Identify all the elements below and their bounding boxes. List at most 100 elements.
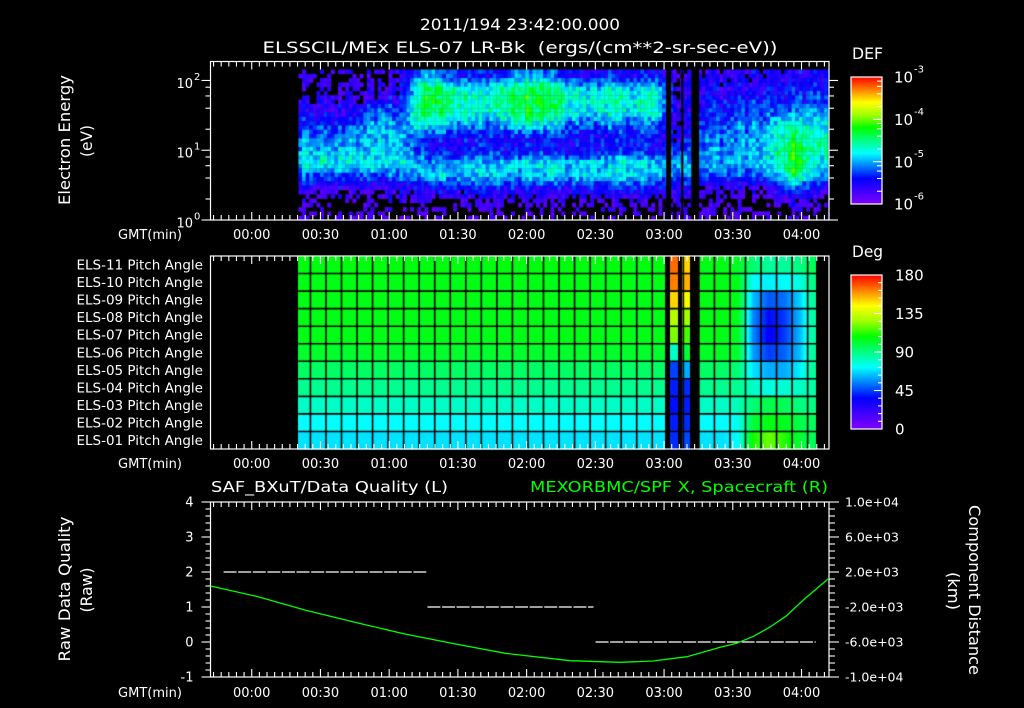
colorbar-tick-label: 135: [895, 305, 924, 323]
y-left-tick-label: 1: [185, 601, 193, 616]
row-label-els-04: ELS-04 Pitch Angle: [76, 380, 203, 396]
x-tick-label: 01:00: [370, 457, 407, 472]
def-colorbar-frame: [850, 76, 883, 205]
x-tick-label: 00:30: [302, 457, 339, 472]
row-label-els-05: ELS-05 Pitch Angle: [76, 363, 203, 379]
row-label-els-08: ELS-08 Pitch Angle: [76, 310, 203, 326]
x-tick-label: 00:00: [233, 228, 270, 243]
x-tick-label: 02:30: [577, 457, 614, 472]
x-tick-label: 01:30: [439, 228, 476, 243]
row-label-els-07: ELS-07 Pitch Angle: [76, 328, 203, 344]
dataset-title: ELSSCIL/MEx ELS-07 LR-Bk (ergs/(cm**2-sr…: [263, 38, 778, 57]
x-tick-label: 01:00: [370, 686, 407, 701]
x-tick-label: 00:00: [233, 686, 270, 701]
x-tick-label: 03:00: [645, 228, 682, 243]
colorbar-tick-label: 45: [895, 382, 914, 400]
component-distance-yunits: (km): [944, 572, 963, 610]
colorbar-tick-label-base: 10: [894, 196, 913, 214]
x-tick-label: 00:00: [233, 457, 270, 472]
plot-header: 2011/194 23:42:00.000 ELSSCIL/MEx ELS-07…: [263, 15, 778, 57]
colorbar-tick-label-exponent: -3: [914, 65, 924, 76]
data-quality-title: SAF_BXuT/Data Quality (L): [211, 478, 448, 497]
spectrogram-yunits: (eV): [77, 125, 96, 157]
timeline-panel: SAF_BXuT/Data Quality (L) MEXORBMC/SPF X…: [55, 478, 984, 701]
component-distance-ylabel: Component Distance: [965, 505, 984, 675]
x-tick-label: 00:30: [302, 228, 339, 243]
y-right-tick-label: 6.0e+03: [845, 530, 899, 545]
y-tick-label-exponent: 1: [194, 142, 200, 153]
timeline-xtick-labels: 00:00 00:30 01:00 01:30 02:00 02:30 03:00 03:30…: [233, 686, 820, 701]
spectrogram-xtick-labels: 00:00 00:30 01:00 01:30 02:00 02:30 03:00 03:30…: [233, 228, 820, 243]
row-label-els-02: ELS-02 Pitch Angle: [76, 415, 203, 431]
y-tick-label-exponent: 2: [194, 72, 200, 83]
def-colorbar-ticks: [873, 80, 882, 192]
timestamp-title: 2011/194 23:42:00.000: [420, 15, 620, 34]
def-colorbar-tick-labels: 10-310-410-510-6: [894, 65, 924, 214]
y-left-tick-label: 2: [185, 566, 193, 581]
timeline-ytick-labels: 4 3 2 1 0 -1 1.0e+04 6.0e+03 2.0e+03 -2.0e+03 -6.0…: [181, 495, 904, 686]
y-tick-label-base: 10: [176, 217, 193, 232]
y-tick-label-base: 10: [176, 147, 193, 162]
deg-colorbar-title: Deg: [852, 242, 883, 261]
pitch-angle-xlabel: GMT(min): [118, 457, 182, 472]
y-left-tick-label: 4: [185, 496, 193, 511]
colorbar-tick-label-exponent: -5: [914, 149, 924, 160]
timeline-frame: [209, 501, 830, 678]
x-tick-label: 03:30: [714, 457, 751, 472]
x-tick-label: 00:30: [302, 686, 339, 701]
timeline-xlabel: GMT(min): [118, 686, 182, 701]
y-left-tick-label: 3: [185, 531, 193, 546]
colorbar-tick-label: 180: [895, 267, 924, 285]
x-tick-label: 03:30: [714, 228, 751, 243]
colorbar-tick-label: 90: [895, 344, 914, 362]
pitch-angle-ticks: [213, 256, 825, 449]
x-tick-label: 03:00: [645, 686, 682, 701]
x-tick-label: 01:30: [439, 686, 476, 701]
data-quality-ylabel: Raw Data Quality: [55, 517, 74, 662]
colorbar-tick-label-base: 10: [894, 69, 913, 87]
spectrogram-ylabel: Electron Energy: [55, 75, 74, 205]
row-label-els-03: ELS-03 Pitch Angle: [76, 398, 203, 414]
def-colorbar-gradient: [851, 77, 882, 204]
timeline-series: [210, 571, 830, 663]
x-tick-label: 01:00: [370, 228, 407, 243]
y-tick-label-base: 10: [176, 77, 193, 92]
x-tick-label: 01:30: [439, 457, 476, 472]
spacecraft-x-title: MEXORBMC/SPF X, Spacecraft (R): [530, 478, 828, 496]
colorbar-tick-label-exponent: -4: [914, 107, 924, 118]
x-tick-label: 04:00: [783, 457, 820, 472]
deg-colorbar: Deg 180 135 90 45 0: [850, 242, 924, 439]
colorbar-tick-label-base: 10: [894, 153, 913, 171]
y-tick-label-exponent: 0: [194, 212, 200, 223]
pitch-angle-panel: ELS-11 Pitch Angle ELS-10 Pitch Angle EL…: [76, 242, 923, 472]
row-label-els-11: ELS-11 Pitch Angle: [76, 258, 203, 274]
x-tick-label: 02:00: [508, 457, 545, 472]
spectrogram-ticks: [201, 61, 838, 221]
spectrogram-xlabel: GMT(min): [118, 228, 182, 243]
y-right-tick-label: 2.0e+03: [845, 565, 899, 580]
x-tick-label: 02:00: [508, 686, 545, 701]
timeline-ticks: [201, 501, 839, 678]
def-colorbar: DEF 10-310-410-510-6: [850, 44, 924, 214]
x-tick-label: 04:00: [783, 686, 820, 701]
x-tick-label: 02:00: [508, 228, 545, 243]
pitch-angle-frame: [209, 255, 830, 450]
colorbar-tick-label-exponent: -6: [914, 192, 924, 203]
y-right-tick-label: -2.0e+03: [845, 600, 903, 615]
deg-colorbar-ticks: [874, 282, 882, 422]
y-right-tick-label: -6.0e+03: [845, 635, 903, 650]
colorbar-tick-label-base: 10: [894, 111, 913, 129]
y-right-tick-label: 1.0e+04: [845, 495, 899, 510]
colorbar-tick-label: 0: [895, 421, 905, 439]
y-left-tick-label: -1: [181, 671, 194, 686]
row-label-els-01: ELS-01 Pitch Angle: [76, 433, 203, 449]
x-tick-label: 02:30: [577, 228, 614, 243]
y-right-tick-label: -1.0e+04: [845, 670, 904, 685]
x-tick-label: 04:00: [783, 228, 820, 243]
row-label-els-06: ELS-06 Pitch Angle: [76, 345, 203, 361]
row-label-els-09: ELS-09 Pitch Angle: [76, 293, 203, 309]
pitch-angle-xtick-labels: 00:00 00:30 01:00 01:30 02:00 02:30 03:00 03:30…: [233, 457, 820, 472]
